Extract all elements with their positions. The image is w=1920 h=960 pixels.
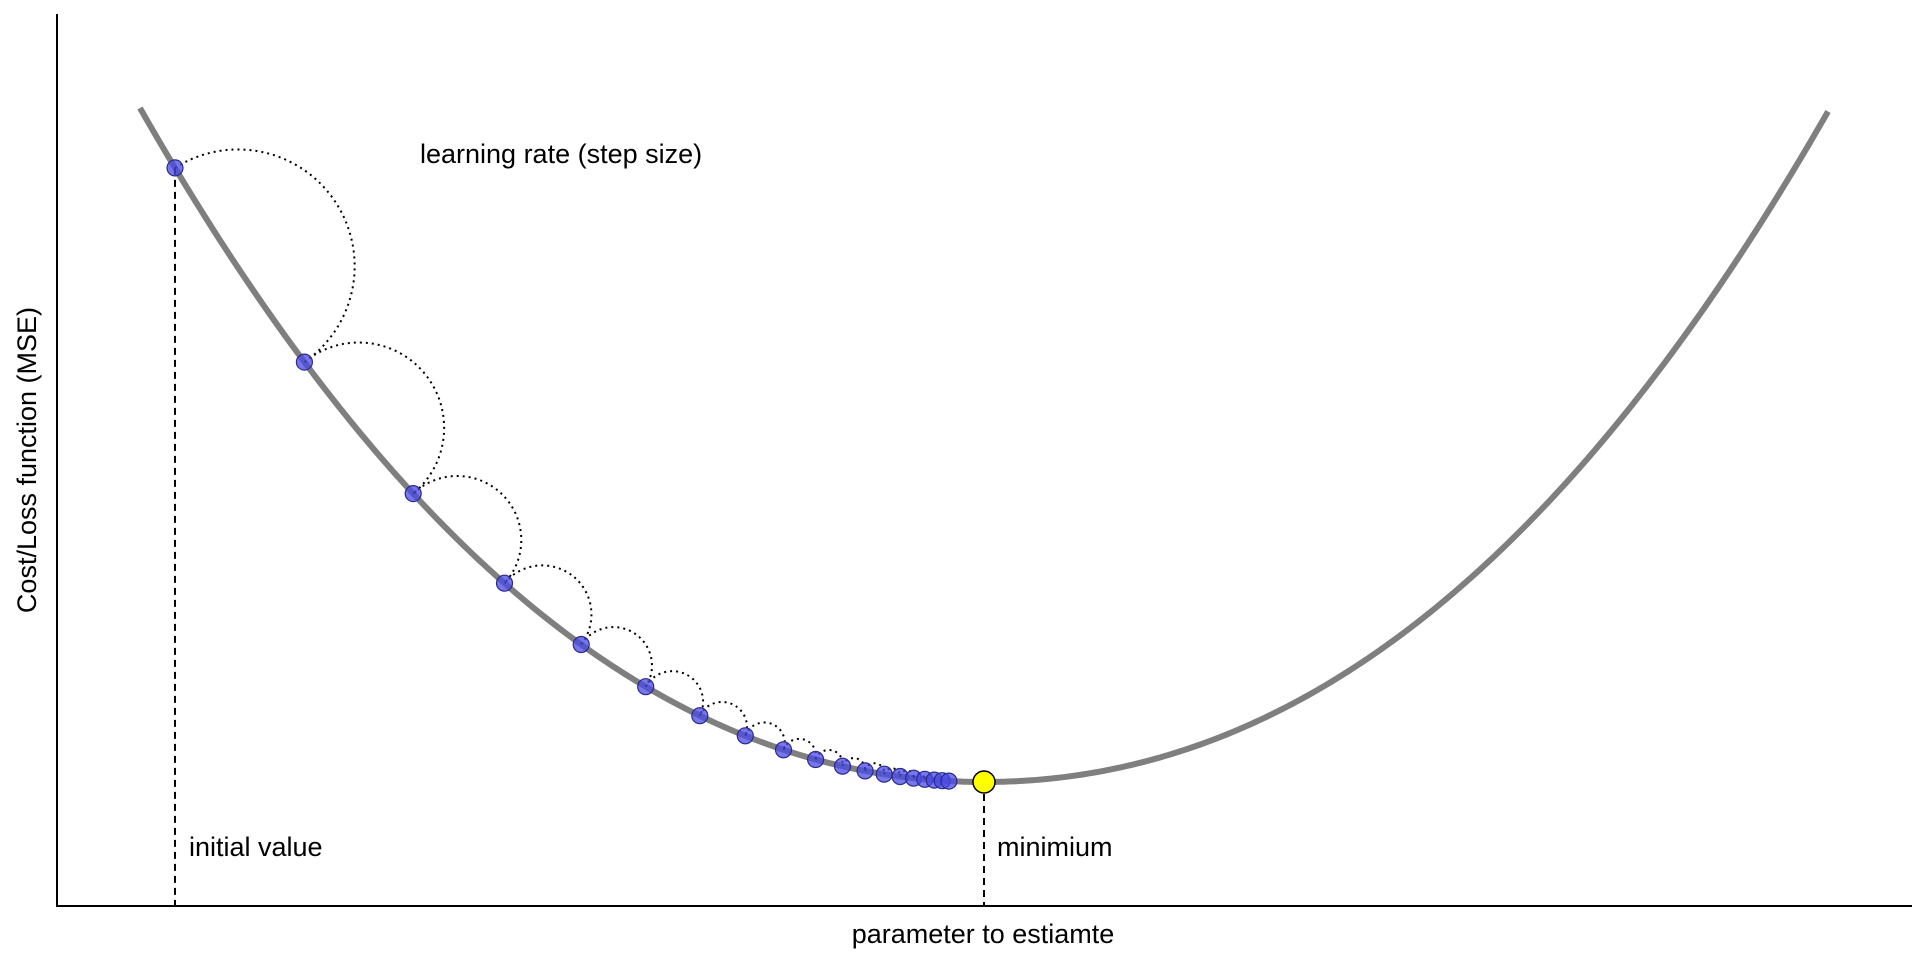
step-point: [856, 762, 874, 780]
step-arc: [174, 148, 356, 363]
step-point: [404, 485, 422, 503]
step-point: [495, 574, 514, 592]
step-point: [833, 757, 852, 775]
step-arc: [303, 341, 446, 495]
step-arcs: [174, 148, 950, 782]
step-arc: [412, 475, 523, 584]
learning-rate-label: learning rate (step size): [420, 139, 702, 169]
y-axis-label: Cost/Loss function (MSE): [12, 307, 42, 613]
initial-value-label: initial value: [189, 832, 323, 862]
step-point: [166, 159, 184, 177]
step-arc: [503, 564, 593, 646]
step-arc: [580, 626, 653, 688]
step-points: [166, 159, 958, 790]
x-axis-label: parameter to estiamte: [852, 919, 1115, 949]
step-point: [572, 635, 590, 654]
minimum-label: minimium: [997, 832, 1113, 862]
step-point: [295, 353, 313, 371]
step-point: [940, 772, 958, 790]
cost-curve: [137, 106, 1831, 786]
step-arc: [698, 700, 748, 737]
step-point: [774, 741, 793, 759]
step-arc: [644, 670, 705, 717]
step-point: [806, 750, 825, 769]
step-point: [736, 727, 754, 745]
step-point: [875, 765, 893, 783]
step-point: [691, 707, 709, 725]
minimum-point: [972, 770, 996, 794]
step-point: [637, 678, 655, 696]
